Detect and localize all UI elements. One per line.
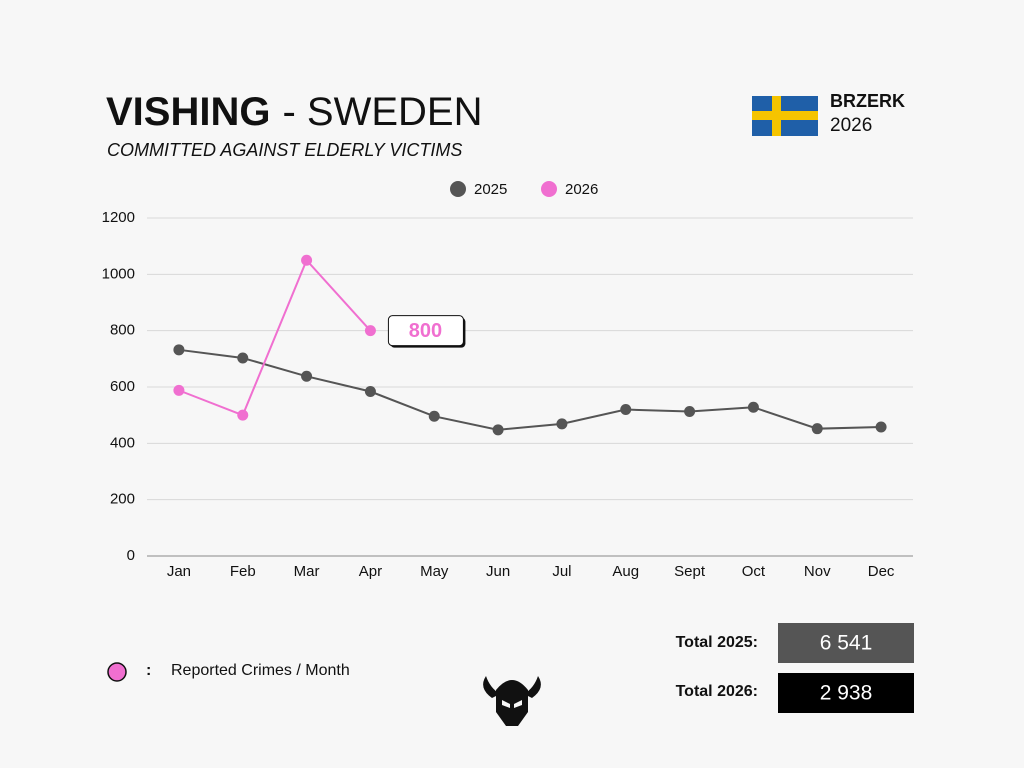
- data-point: [556, 418, 568, 430]
- totals: Total 2025: 6 541 Total 2026: 2 938: [676, 623, 914, 713]
- x-tick-label: Nov: [804, 563, 831, 580]
- note-text: Reported Crimes / Month: [171, 662, 350, 679]
- x-tick-label: Jun: [486, 563, 510, 580]
- note-marker: [107, 662, 127, 682]
- total-label: Total 2025:: [676, 634, 758, 651]
- x-tick-label: May: [420, 563, 449, 580]
- data-point: [620, 404, 632, 416]
- data-point: [301, 370, 313, 382]
- y-tick-label: 600: [110, 378, 135, 395]
- y-tick-label: 0: [127, 547, 135, 564]
- data-point: [364, 325, 376, 337]
- legend-label: 2025: [474, 181, 507, 198]
- data-point: [684, 406, 696, 418]
- series-line: [178, 348, 882, 431]
- x-tick-label: Sept: [674, 563, 706, 580]
- data-point: [173, 344, 185, 356]
- annotation-box: [387, 315, 464, 347]
- flag: [752, 96, 818, 136]
- total-value: 6 541: [820, 632, 873, 655]
- data-point: [811, 423, 823, 435]
- total-box: [778, 673, 914, 713]
- data-point: [301, 254, 313, 266]
- x-tick-label: Dec: [868, 563, 895, 580]
- data-point: [364, 386, 376, 398]
- total-label: Total 2026:: [676, 683, 758, 700]
- legend-label: 2026: [565, 181, 598, 198]
- legend-marker: [450, 181, 466, 197]
- logo: [483, 676, 541, 726]
- x-tick-label: Oct: [742, 563, 766, 580]
- note-separator: :: [146, 662, 151, 679]
- data-point: [747, 401, 759, 413]
- brand-year: 2026: [830, 115, 872, 136]
- x-tick-label: Jan: [167, 563, 191, 580]
- data-point: [237, 409, 249, 421]
- data-point: [492, 424, 504, 436]
- x-tick-label: Aug: [612, 563, 639, 580]
- y-tick-label: 800: [110, 322, 135, 339]
- y-tick-label: 1000: [102, 265, 135, 282]
- title-bold: VISHING: [106, 90, 270, 134]
- total-box: [778, 623, 914, 663]
- data-point: [428, 410, 440, 422]
- data-point: [173, 384, 185, 396]
- x-tick-label: Feb: [230, 563, 256, 580]
- series-line: [178, 258, 372, 417]
- title-rest: - SWEDEN: [282, 90, 482, 134]
- data-label: 800: [409, 320, 442, 342]
- y-tick-label: 400: [110, 434, 135, 451]
- x-tick-label: Apr: [359, 563, 382, 580]
- data-point: [237, 352, 249, 364]
- brand-name: BRZERK: [830, 91, 905, 111]
- data-point: [875, 421, 887, 433]
- chart-title: VISHING - SWEDEN: [106, 90, 482, 134]
- total-value: 2 938: [820, 682, 873, 705]
- chart-subtitle: COMMITTED AGAINST ELDERLY VICTIMS: [107, 140, 462, 160]
- x-tick-label: Mar: [294, 563, 320, 580]
- y-tick-label: 1200: [102, 209, 135, 226]
- x-tick-label: Jul: [552, 563, 571, 580]
- legend-marker: [541, 181, 557, 197]
- y-tick-label: 200: [110, 491, 135, 508]
